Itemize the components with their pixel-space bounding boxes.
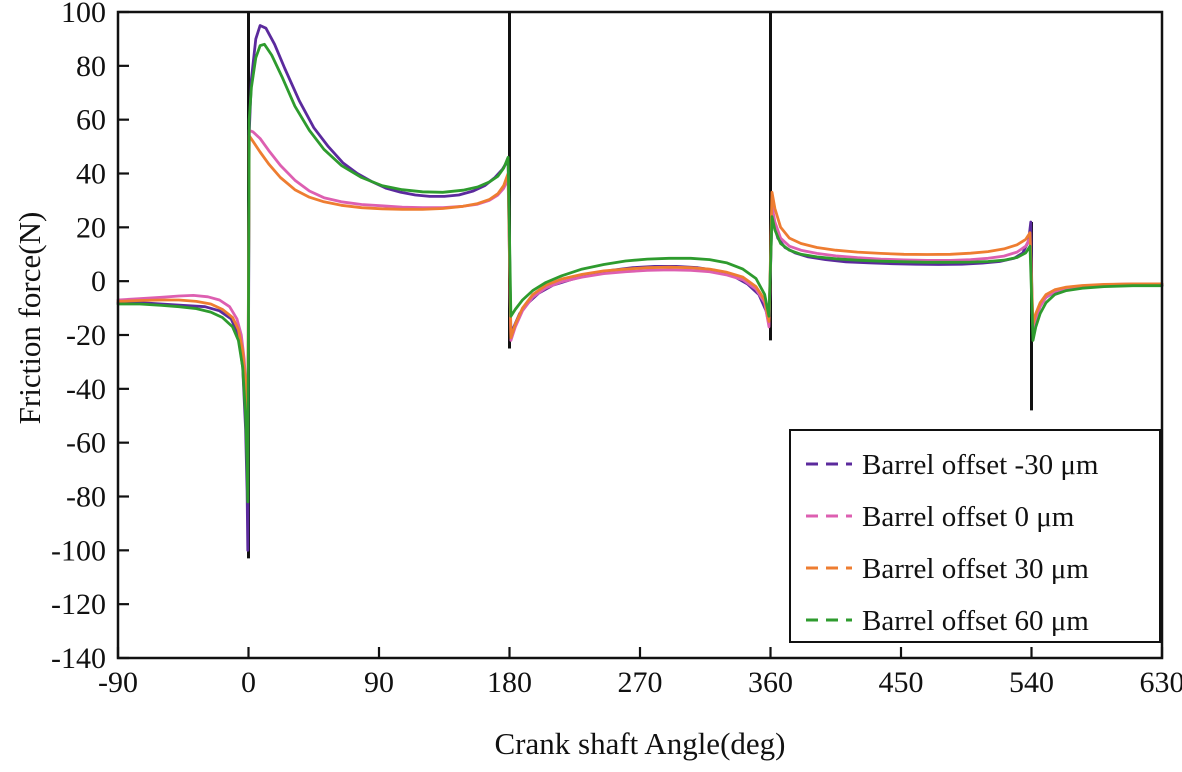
y-tick-label: -80 xyxy=(66,481,106,514)
series-line-offset-0um xyxy=(116,129,1164,423)
y-tick-label: -20 xyxy=(66,319,106,352)
y-tick-label: 80 xyxy=(76,50,106,83)
x-tick-label: 180 xyxy=(487,666,532,699)
y-tick-label: -100 xyxy=(51,534,106,567)
series-line-offset-30um xyxy=(116,134,1164,431)
series-line-offset-60um xyxy=(116,42,1164,504)
legend-label: Barrel offset -30 μm xyxy=(862,449,1099,481)
y-tick-label: -40 xyxy=(66,373,106,406)
y-axis-title: Friction force(N) xyxy=(12,211,47,425)
x-tick-label: 540 xyxy=(1009,666,1054,699)
x-tick-label: 450 xyxy=(879,666,924,699)
y-tick-label: 0 xyxy=(91,265,106,298)
legend-label: Barrel offset 60 μm xyxy=(862,605,1089,637)
y-tick-label: 100 xyxy=(61,0,106,29)
x-tick-label: -90 xyxy=(98,666,138,699)
y-tick-label: 20 xyxy=(76,211,106,244)
x-tick-label: 90 xyxy=(364,666,394,699)
x-tick-label: 0 xyxy=(241,666,256,699)
x-axis-title: Crank shaft Angle(deg) xyxy=(494,726,786,761)
y-tick-label: 40 xyxy=(76,158,106,191)
y-tick-label: -120 xyxy=(51,588,106,621)
y-tick-label: 60 xyxy=(76,104,106,137)
y-tick-label: -60 xyxy=(66,427,106,460)
legend-label: Barrel offset 30 μm xyxy=(862,553,1089,585)
legend-label: Barrel offset 0 μm xyxy=(862,501,1075,533)
x-tick-label: 270 xyxy=(618,666,663,699)
x-tick-label: 360 xyxy=(748,666,793,699)
y-tick-label: -140 xyxy=(51,642,106,675)
x-tick-label: 630 xyxy=(1140,666,1182,699)
